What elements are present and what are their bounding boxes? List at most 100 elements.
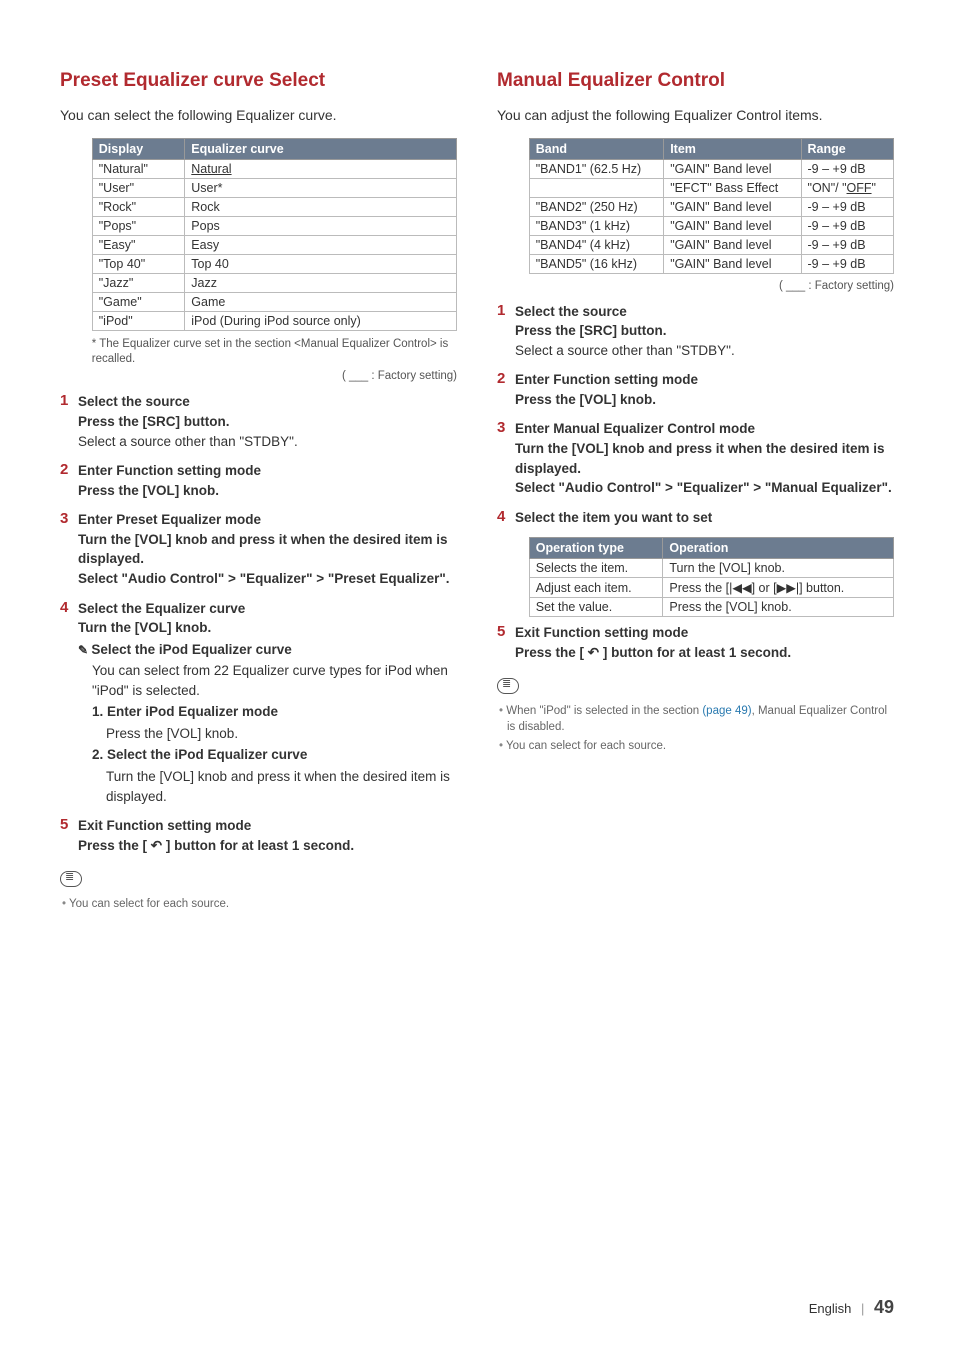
right-column: Manual Equalizer Control You can adjust … <box>497 70 894 914</box>
table-cell: "BAND2" (250 Hz) <box>529 197 663 216</box>
step-line: 1. Enter iPod Equalizer mode <box>92 702 457 722</box>
table-cell: "BAND3" (1 kHz) <box>529 216 663 235</box>
table-row: "Game"Game <box>92 292 456 311</box>
table-cell: "iPod" <box>92 311 185 330</box>
table-cell: -9 – +9 dB <box>801 197 893 216</box>
footer-page: 49 <box>874 1297 894 1317</box>
step-body: Exit Function setting modePress the [ ↶ … <box>78 816 457 855</box>
step: 2Enter Function setting modePress the [V… <box>497 370 894 409</box>
step-number: 5 <box>497 623 515 662</box>
table-cell: Press the [|◀◀] or [▶▶|] button. <box>663 578 894 598</box>
table-row: Selects the item.Turn the [VOL] knob. <box>529 559 893 578</box>
step-number: 5 <box>60 816 78 855</box>
table-row: "BAND4" (4 kHz)"GAIN" Band level-9 – +9 … <box>529 235 893 254</box>
step: 4Select the Equalizer curveTurn the [VOL… <box>60 599 457 807</box>
table-cell: -9 – +9 dB <box>801 159 893 178</box>
table-cell: -9 – +9 dB <box>801 235 893 254</box>
right-factory: ( ___ : Factory setting) <box>497 280 894 292</box>
op-th-type: Operation type <box>529 538 663 559</box>
step-number: 1 <box>60 392 78 451</box>
step-line: Turn the [VOL] knob and press it when th… <box>78 530 457 569</box>
eq-curve-table: Display Equalizer curve "Natural"Natural… <box>92 138 457 331</box>
step-line: Turn the [VOL] knob. <box>78 618 457 638</box>
step-line: 2. Select the iPod Equalizer curve <box>92 745 457 765</box>
step-body: Enter Function setting modePress the [VO… <box>78 461 457 500</box>
step-line: Select a source other than "STDBY". <box>515 341 894 361</box>
footer-divider: | <box>861 1301 864 1316</box>
table-row: "Pops"Pops <box>92 216 456 235</box>
op-th-op: Operation <box>663 538 894 559</box>
step: 3Enter Preset Equalizer modeTurn the [VO… <box>60 510 457 588</box>
table-cell: "GAIN" Band level <box>664 254 801 273</box>
table-row: "BAND5" (16 kHz)"GAIN" Band level-9 – +9… <box>529 254 893 273</box>
table-cell: "ON"/ "OFF" <box>801 178 893 197</box>
step: 2Enter Function setting modePress the [V… <box>60 461 457 500</box>
step-body: Select the sourcePress the [SRC] button.… <box>78 392 457 451</box>
table-cell: Natural <box>185 159 457 178</box>
step-line: Select the iPod Equalizer curve <box>78 640 457 660</box>
step: 1Select the sourcePress the [SRC] button… <box>60 392 457 451</box>
step-body: Exit Function setting modePress the [ ↶ … <box>515 623 894 662</box>
note-icon <box>60 871 82 887</box>
band-table: Band Item Range "BAND1" (62.5 Hz)"GAIN" … <box>529 138 894 274</box>
table-cell: "EFCT" Bass Effect <box>664 178 801 197</box>
step: 5Exit Function setting modePress the [ ↶… <box>60 816 457 855</box>
step: 1Select the sourcePress the [SRC] button… <box>497 302 894 361</box>
table-cell: "Natural" <box>92 159 185 178</box>
note-bullet: You can select for each source. <box>497 738 894 754</box>
step-line: Press the [SRC] button. <box>78 412 457 432</box>
table-cell: "User" <box>92 178 185 197</box>
step-line: Select the item you want to set <box>515 508 894 528</box>
table-cell: -9 – +9 dB <box>801 254 893 273</box>
table-cell: Set the value. <box>529 598 663 617</box>
step-line: Exit Function setting mode <box>78 816 457 836</box>
left-note: You can select for each source. <box>60 896 457 912</box>
table-row: "iPod"iPod (During iPod source only) <box>92 311 456 330</box>
left-factory: ( ___ : Factory setting) <box>60 370 457 382</box>
table-cell: Pops <box>185 216 457 235</box>
footer-lang: English <box>809 1301 852 1316</box>
left-intro: You can select the following Equalizer c… <box>60 106 457 126</box>
right-title: Manual Equalizer Control <box>497 70 894 92</box>
step-number: 4 <box>497 508 515 528</box>
step-line: Turn the [VOL] knob and press it when th… <box>106 767 457 806</box>
band-th-range: Range <box>801 138 893 159</box>
table-cell: Selects the item. <box>529 559 663 578</box>
page-footer: English | 49 <box>809 1297 894 1318</box>
table-cell: "Easy" <box>92 235 185 254</box>
table-cell: Adjust each item. <box>529 578 663 598</box>
step-line: Enter Function setting mode <box>515 370 894 390</box>
table-cell: Rock <box>185 197 457 216</box>
step-line: Select the Equalizer curve <box>78 599 457 619</box>
step-line: Select the source <box>78 392 457 412</box>
step-line: Press the [VOL] knob. <box>78 481 457 501</box>
step-line: Enter Preset Equalizer mode <box>78 510 457 530</box>
table-cell: "BAND5" (16 kHz) <box>529 254 663 273</box>
table-row: "Natural"Natural <box>92 159 456 178</box>
step-line: Press the [ ↶ ] button for at least 1 se… <box>515 643 894 663</box>
step-number: 3 <box>497 419 515 497</box>
step-body: Enter Preset Equalizer modeTurn the [VOL… <box>78 510 457 588</box>
step-line: Press the [ ↶ ] button for at least 1 se… <box>78 836 457 856</box>
table-cell: Jazz <box>185 273 457 292</box>
left-title: Preset Equalizer curve Select <box>60 70 457 92</box>
table-cell: "Pops" <box>92 216 185 235</box>
step-line: Enter Manual Equalizer Control mode <box>515 419 894 439</box>
table-row: "Easy"Easy <box>92 235 456 254</box>
step-number: 2 <box>497 370 515 409</box>
right-intro: You can adjust the following Equalizer C… <box>497 106 894 126</box>
note-bullet: When "iPod" is selected in the section (… <box>497 703 894 735</box>
table-cell: "GAIN" Band level <box>664 216 801 235</box>
step: 3Enter Manual Equalizer Control modeTurn… <box>497 419 894 497</box>
step-number: 2 <box>60 461 78 500</box>
table-cell: "GAIN" Band level <box>664 197 801 216</box>
table-cell: Game <box>185 292 457 311</box>
table-row: "User"User* <box>92 178 456 197</box>
operation-table: Operation type Operation Selects the ite… <box>529 537 894 617</box>
step-line: You can select from 22 Equalizer curve t… <box>92 661 457 700</box>
step-line: Exit Function setting mode <box>515 623 894 643</box>
step-line: Select a source other than "STDBY". <box>78 432 457 452</box>
note-icon <box>497 678 519 694</box>
step-line: Turn the [VOL] knob and press it when th… <box>515 439 894 478</box>
table-row: "BAND1" (62.5 Hz)"GAIN" Band level-9 – +… <box>529 159 893 178</box>
